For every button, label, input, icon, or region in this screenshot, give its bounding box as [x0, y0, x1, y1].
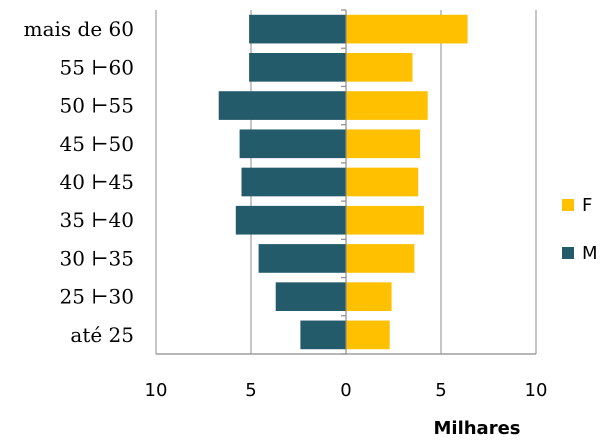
x-tick-labels: 10 5 0 5 10	[145, 380, 548, 401]
category-label-7: 25 ⊢30	[60, 285, 134, 309]
legend-swatch-M	[562, 247, 574, 259]
bar-F-2	[346, 91, 428, 120]
category-label-4: 40 ⊢45	[60, 170, 134, 194]
category-label-3: 45 ⊢50	[60, 132, 134, 156]
x-tick-label-2: 0	[340, 380, 351, 401]
bar-M-7	[275, 282, 346, 311]
bar-F-3	[346, 129, 421, 159]
legend-label-F: F	[582, 195, 592, 216]
legend-swatch-F	[562, 199, 574, 211]
bars	[218, 14, 468, 350]
x-tick-label-4: 10	[525, 380, 548, 401]
x-tick-label-0: 10	[145, 380, 168, 401]
bar-M-0	[249, 14, 346, 44]
bar-M-1	[249, 53, 346, 82]
bar-M-5	[235, 205, 346, 235]
bar-M-2	[218, 91, 346, 120]
category-labels: mais de 60 55 ⊢60 50 ⊢55 45 ⊢50 40 ⊢45 35 ⊢40…	[24, 17, 134, 347]
category-label-5: 35 ⊢40	[60, 208, 134, 232]
bar-M-8	[300, 320, 346, 350]
category-label-0: mais de 60	[24, 17, 134, 41]
axes	[156, 9, 536, 355]
category-label-2: 50 ⊢55	[60, 94, 134, 118]
category-label-1: 55 ⊢60	[60, 55, 134, 79]
legend: FM	[562, 195, 598, 264]
bar-M-4	[241, 167, 346, 197]
bar-F-8	[346, 320, 390, 350]
category-label-6: 30 ⊢35	[60, 246, 134, 270]
bar-M-3	[239, 129, 346, 159]
bar-F-6	[346, 244, 415, 273]
x-axis-title: Milhares	[433, 418, 520, 439]
bar-F-7	[346, 282, 392, 311]
x-tick-label-3: 5	[435, 380, 446, 401]
bar-F-0	[346, 14, 468, 44]
bar-F-5	[346, 205, 424, 235]
category-label-8: até 25	[70, 323, 134, 347]
bar-F-4	[346, 167, 419, 197]
legend-label-M: M	[582, 243, 598, 264]
x-tick-label-1: 5	[245, 380, 256, 401]
bar-F-1	[346, 53, 413, 82]
bar-M-6	[258, 244, 346, 273]
